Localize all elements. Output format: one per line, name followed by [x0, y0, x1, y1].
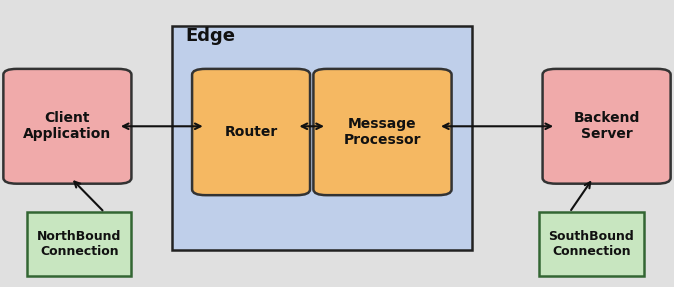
- Text: Edge: Edge: [185, 27, 235, 45]
- Text: SouthBound
Connection: SouthBound Connection: [549, 230, 634, 258]
- Text: Router: Router: [224, 125, 278, 139]
- FancyBboxPatch shape: [3, 69, 131, 184]
- FancyBboxPatch shape: [172, 26, 472, 250]
- Text: Message
Processor: Message Processor: [344, 117, 421, 147]
- FancyBboxPatch shape: [539, 212, 644, 276]
- Text: Client
Application: Client Application: [24, 111, 111, 141]
- Text: NorthBound
Connection: NorthBound Connection: [37, 230, 121, 258]
- FancyBboxPatch shape: [543, 69, 671, 184]
- Text: Backend
Server: Backend Server: [574, 111, 640, 141]
- FancyBboxPatch shape: [27, 212, 131, 276]
- FancyBboxPatch shape: [313, 69, 452, 195]
- FancyBboxPatch shape: [192, 69, 310, 195]
